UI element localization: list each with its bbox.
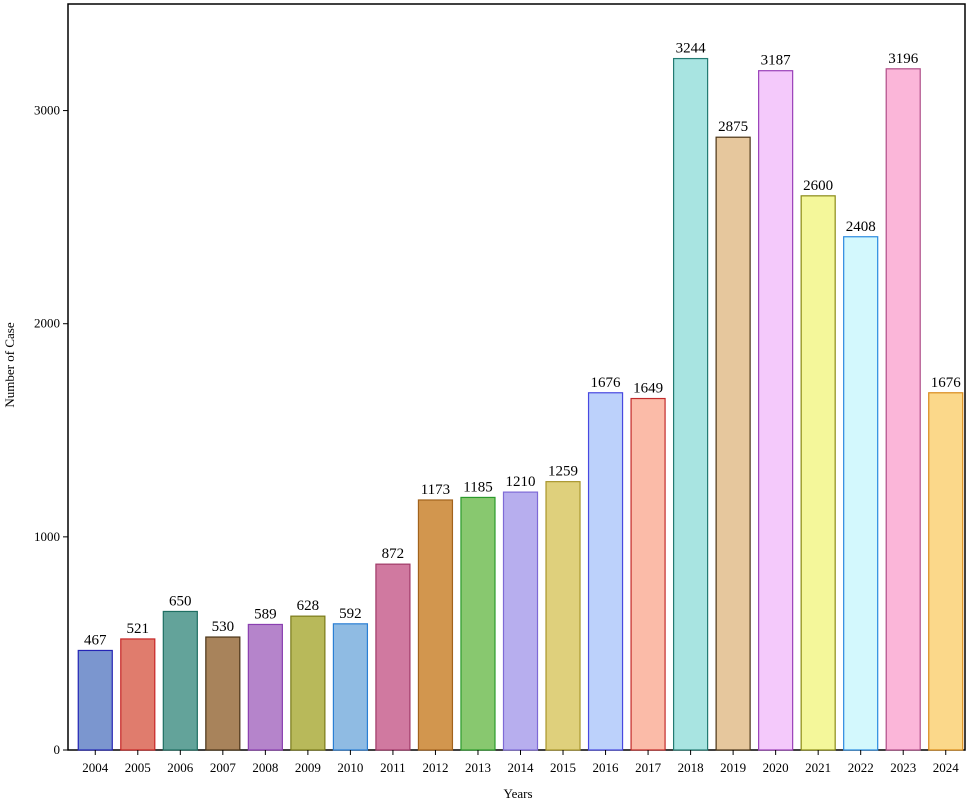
x-tick-label-2017: 2017 (635, 760, 662, 775)
bar-2015 (545, 481, 581, 751)
bar-2019 (715, 136, 751, 751)
value-label-2013: 1185 (463, 479, 492, 495)
y-tick-label-1000: 1000 (34, 529, 60, 544)
x-tick-label-2009: 2009 (295, 760, 321, 775)
x-tick-label-2020: 2020 (763, 760, 789, 775)
value-label-2024: 1676 (931, 375, 962, 391)
bar-2010 (332, 623, 369, 751)
bar-2023 (885, 68, 921, 751)
value-label-2022: 2408 (846, 219, 876, 235)
bar-2020 (758, 70, 794, 751)
value-label-2018: 3244 (676, 41, 707, 57)
bar-2011 (375, 563, 411, 751)
x-tick-label-2024: 2024 (933, 760, 960, 775)
x-tick-label-2012: 2012 (422, 760, 448, 775)
value-label-2021: 2600 (803, 178, 833, 194)
x-tick-label-2016: 2016 (593, 760, 620, 775)
bar-2007 (205, 636, 241, 751)
value-label-2016: 1676 (591, 375, 622, 391)
y-axis-title: Number of Case (2, 322, 17, 407)
value-label-2006: 650 (169, 593, 192, 609)
y-tick-label-2000: 2000 (34, 316, 60, 331)
x-tick-label-2014: 2014 (508, 760, 535, 775)
bar-2009 (290, 615, 326, 751)
x-tick-label-2019: 2019 (720, 760, 746, 775)
bar-2021 (800, 195, 836, 751)
x-tick-label-2013: 2013 (465, 760, 491, 775)
value-label-2012: 1173 (421, 482, 450, 498)
value-label-2008: 589 (254, 606, 277, 622)
bar-2016 (587, 392, 624, 751)
value-labels-group: 467 521 650 530 589 628 592 872 1173 1185 1210 1259… (84, 41, 961, 649)
x-tick-label-2021: 2021 (805, 760, 831, 775)
value-label-2014: 1210 (506, 474, 536, 490)
bar-2022 (843, 236, 879, 751)
bar-2018 (672, 57, 709, 751)
x-tick-label-2015: 2015 (550, 760, 576, 775)
value-label-2023: 3196 (888, 51, 919, 67)
bar-2004 (77, 649, 113, 751)
y-tick-label-0: 0 (54, 742, 61, 757)
value-label-2004: 467 (84, 632, 107, 648)
value-label-2015: 1259 (548, 464, 578, 480)
x-axis-ticks: 2004 2005 2006 2007 2008 2009 2010 2011 2012 2013… (82, 750, 959, 775)
value-label-2011: 872 (382, 546, 405, 562)
value-label-2010: 592 (339, 606, 362, 622)
value-label-2005: 521 (127, 621, 150, 637)
x-tick-label-2005: 2005 (125, 760, 151, 775)
x-tick-label-2007: 2007 (210, 760, 237, 775)
bar-2005 (120, 638, 156, 751)
x-axis-title: Years (503, 786, 532, 801)
bar-2008 (247, 623, 283, 751)
value-label-2019: 2875 (718, 119, 748, 135)
x-tick-label-2010: 2010 (337, 760, 363, 775)
y-tick-label-3000: 3000 (34, 103, 60, 118)
x-tick-label-2023: 2023 (890, 760, 916, 775)
value-label-2017: 1649 (633, 381, 663, 397)
value-label-2007: 530 (212, 619, 235, 635)
bar-2017 (630, 397, 666, 751)
x-tick-label-2008: 2008 (252, 760, 278, 775)
bar-2024 (928, 392, 964, 751)
value-label-2020: 3187 (761, 53, 792, 69)
bars-group (77, 57, 964, 751)
bar-2006 (162, 610, 198, 751)
bar-2014 (502, 491, 539, 751)
bar-2013 (460, 496, 496, 751)
x-tick-label-2018: 2018 (678, 760, 704, 775)
x-tick-label-2022: 2022 (848, 760, 874, 775)
x-tick-label-2006: 2006 (167, 760, 194, 775)
value-label-2009: 628 (297, 598, 320, 614)
bar-2012 (417, 499, 454, 751)
x-tick-label-2004: 2004 (82, 760, 109, 775)
y-axis-ticks: 0 1000 2000 3000 (34, 103, 68, 757)
x-tick-label-2011: 2011 (380, 760, 406, 775)
